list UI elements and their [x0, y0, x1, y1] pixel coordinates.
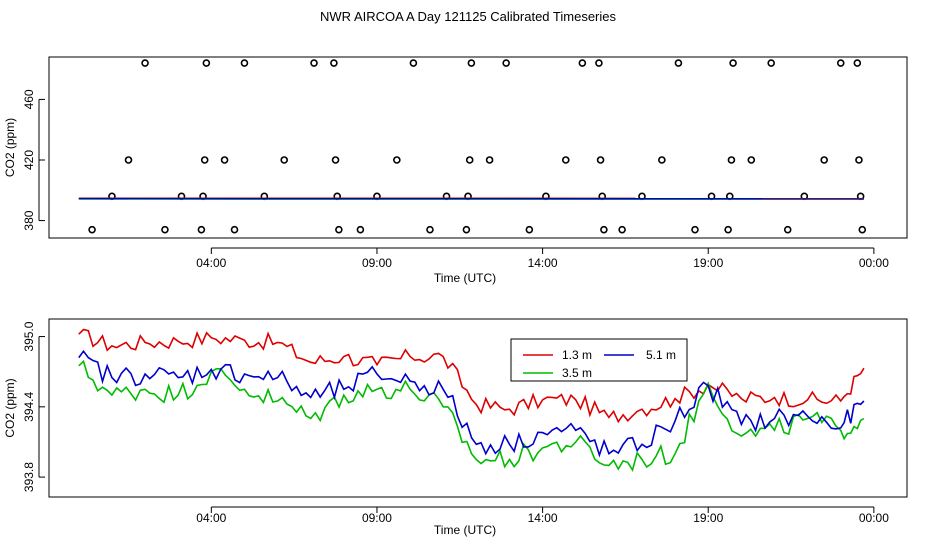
y-axis-label: CO2 (ppm) — [3, 378, 17, 437]
x-tick-label: 04:00 — [196, 256, 226, 270]
data-point — [485, 156, 494, 164]
x-tick-label: 19:00 — [693, 256, 723, 270]
data-point — [467, 59, 476, 67]
y-axis: 380 420 460 CO2 (ppm) — [3, 89, 45, 231]
x-axis-label: Time (UTC) — [434, 523, 496, 537]
data-point — [783, 225, 792, 234]
data-point — [525, 225, 534, 234]
x-tick-label: 14:00 — [528, 256, 558, 270]
data-point — [220, 156, 229, 164]
plot-frame — [48, 318, 908, 498]
data-point — [426, 225, 434, 234]
data-point — [578, 59, 587, 67]
legend: 1.3 m 3.5 m 5.1 m — [510, 338, 688, 382]
data-point — [230, 225, 239, 234]
data-point — [596, 156, 605, 164]
data-point — [465, 156, 474, 164]
data-point — [124, 156, 133, 164]
x-tick-label: 00:00 — [859, 256, 889, 270]
data-point — [853, 59, 862, 67]
x-tick-label: 00:00 — [859, 511, 889, 525]
x-tick-label: 09:00 — [362, 256, 392, 270]
data-point — [202, 59, 211, 67]
data-point — [393, 156, 401, 164]
series-line — [78, 349, 865, 458]
legend-box — [510, 338, 688, 382]
data-point — [729, 59, 737, 67]
data-point — [767, 59, 775, 67]
data-point — [197, 225, 206, 234]
data-point — [409, 59, 418, 67]
chart-panel-2: 04:00 09:00 14:00 19:00 00:00 Time (UTC) 393.8… — [3, 318, 908, 537]
y-tick-label: 420 — [22, 150, 36, 170]
y-tick-label: 394.4 — [22, 391, 36, 421]
data-point — [674, 59, 683, 67]
data-point — [858, 225, 867, 234]
data-point — [747, 156, 756, 164]
data-point — [836, 59, 845, 67]
data-point — [618, 225, 626, 234]
series-1-3-m — [78, 328, 865, 424]
data-point — [310, 59, 318, 67]
data-point — [240, 59, 249, 67]
y-tick-label: 395.0 — [22, 321, 36, 351]
series-line — [78, 359, 865, 472]
data-point — [724, 225, 732, 234]
x-axis-label: Time (UTC) — [434, 271, 496, 285]
data-point — [161, 225, 169, 234]
data-point — [280, 156, 289, 164]
data-point — [462, 225, 471, 234]
legend-label: 1.3 m — [562, 348, 592, 362]
x-tick-label: 04:00 — [196, 511, 226, 525]
y-axis: 393.8 394.4 395.0 CO2 (ppm) — [3, 321, 45, 492]
data-point — [356, 225, 365, 234]
data-point — [335, 225, 343, 234]
series-line — [78, 328, 865, 424]
data-point — [691, 225, 699, 234]
x-tick-label: 14:00 — [528, 511, 558, 525]
y-tick-label: 380 — [22, 210, 36, 230]
legend-label: 5.1 m — [646, 348, 676, 362]
data-point — [561, 156, 570, 164]
series-1 — [88, 59, 867, 234]
x-axis: 04:00 09:00 14:00 19:00 00:00 Time (UTC) — [196, 247, 889, 285]
data-point — [600, 225, 608, 234]
data-point — [658, 156, 666, 164]
series-5-1-m — [78, 349, 865, 458]
data-point — [855, 156, 863, 164]
chart-title: NWR AIRCOA A Day 121125 Calibrated Times… — [320, 9, 616, 24]
x-tick-label: 19:00 — [693, 511, 723, 525]
y-tick-label: 460 — [22, 89, 36, 109]
plot-frame — [48, 56, 908, 239]
data-point — [331, 156, 340, 164]
x-axis: 04:00 09:00 14:00 19:00 00:00 Time (UTC) — [196, 506, 889, 537]
chart-panel-1: 04:00 09:00 14:00 19:00 00:00 Time (UTC) 380 42… — [3, 56, 908, 285]
y-tick-label: 393.8 — [22, 462, 36, 492]
data-point — [502, 59, 510, 67]
x-tick-label: 09:00 — [362, 511, 392, 525]
series-3-5-m — [78, 359, 865, 472]
data-point — [141, 59, 149, 67]
data-point — [330, 59, 338, 67]
data-point — [727, 156, 736, 164]
data-point — [820, 156, 828, 164]
legend-label: 3.5 m — [562, 366, 592, 380]
y-axis-label: CO2 (ppm) — [3, 118, 17, 177]
data-point — [200, 156, 209, 164]
data-point — [595, 59, 603, 67]
data-point — [88, 225, 96, 234]
